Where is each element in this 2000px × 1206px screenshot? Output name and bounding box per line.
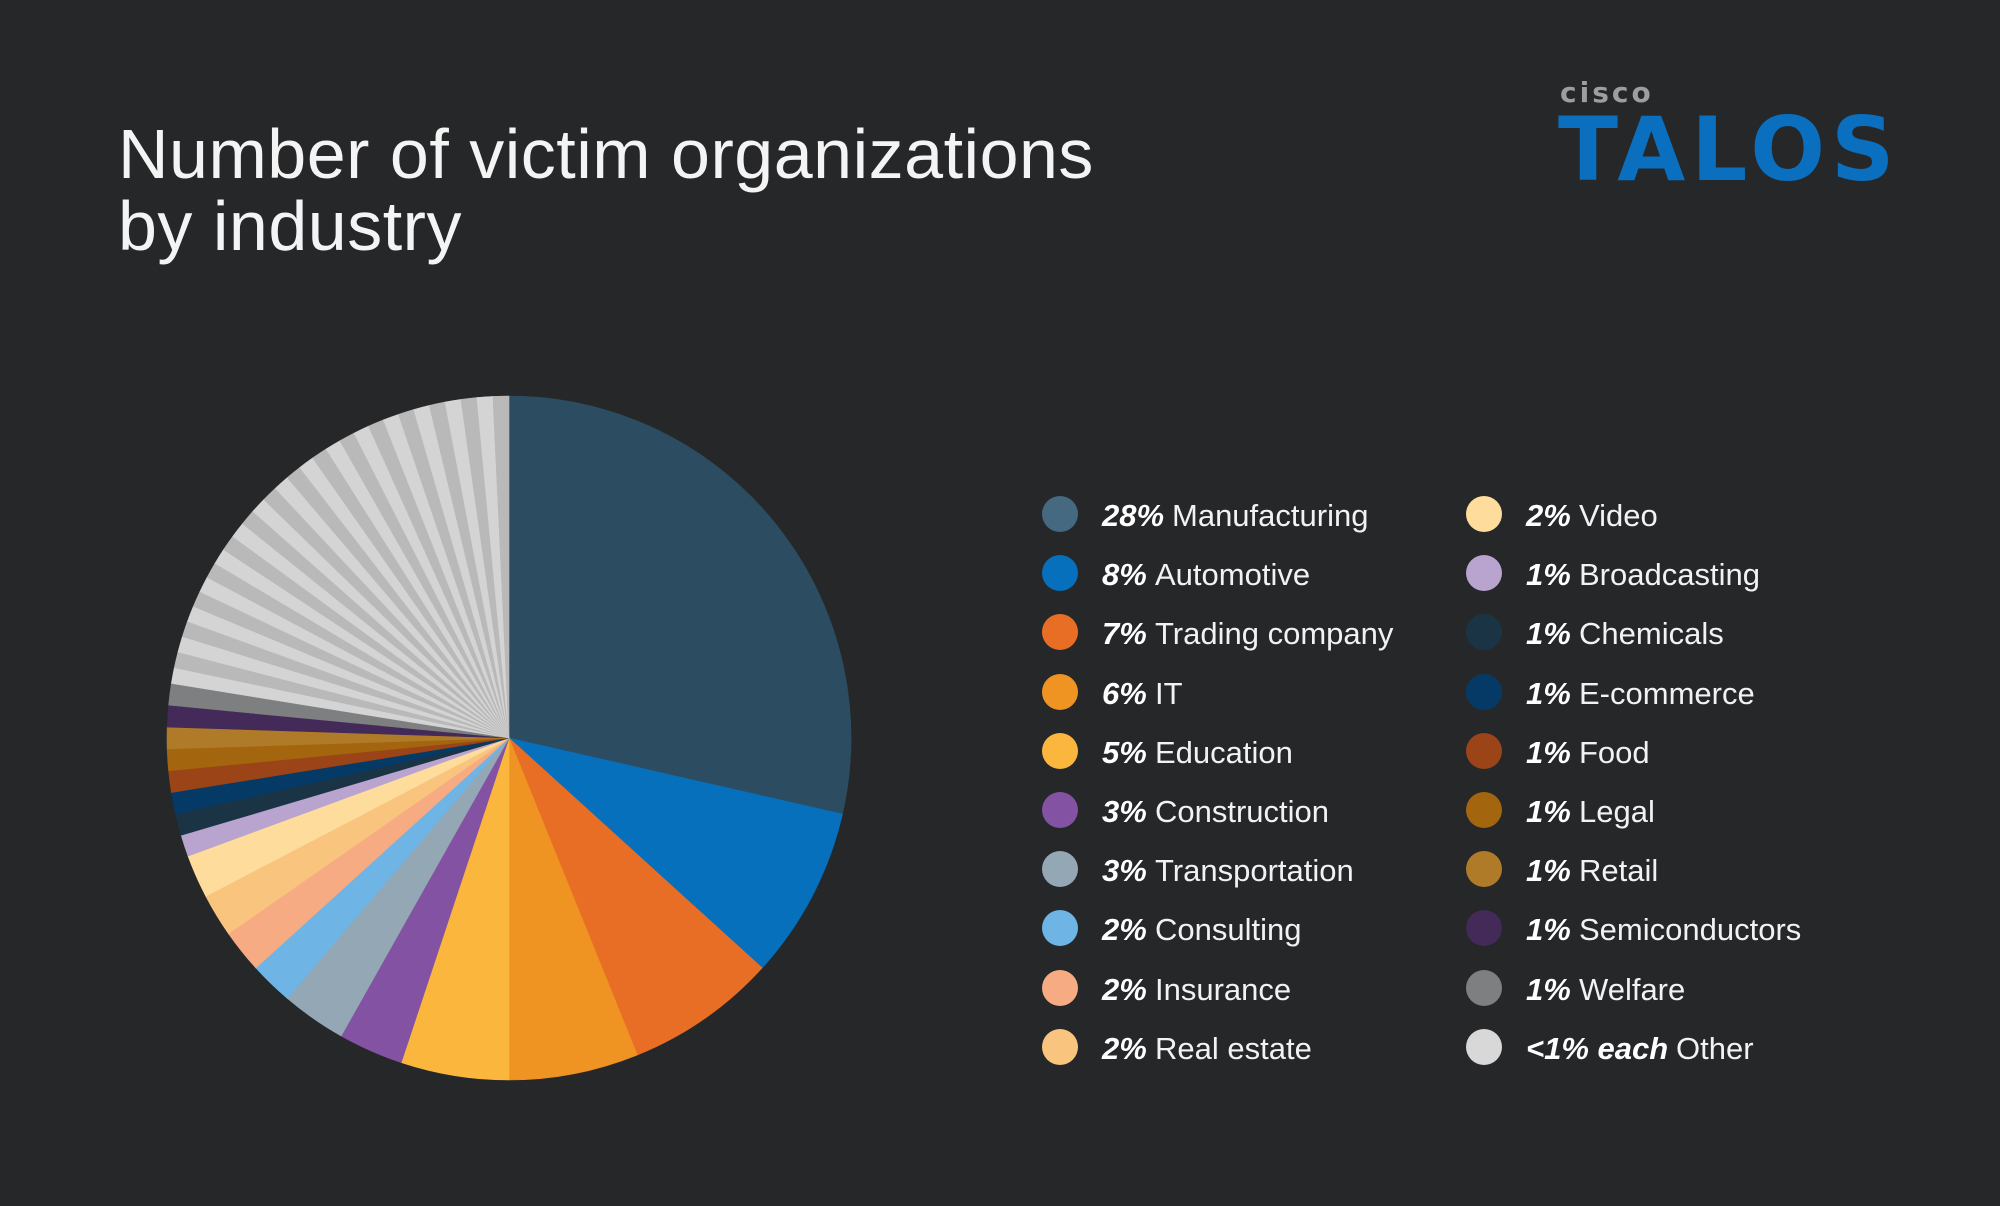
legend-swatch (1466, 555, 1502, 592)
legend-percent: 1% (1526, 557, 1571, 593)
pie-slice-automotive (507, 737, 843, 969)
legend-percent: 6% (1102, 675, 1147, 711)
pie-slice-trading-company (508, 737, 763, 1056)
legend-swatch (1042, 851, 1078, 888)
legend-label: Real estate (1155, 1030, 1312, 1066)
legend-swatch (1042, 910, 1078, 947)
legend-swatch (1042, 673, 1078, 710)
legend-label: E-commerce (1579, 675, 1755, 711)
legend-label: Trading company (1155, 616, 1394, 652)
legend-label: Other (1676, 1030, 1754, 1066)
pie-slice-it (508, 737, 638, 1081)
pie-slice-manufacturing (508, 395, 852, 815)
legend-percent: <1% each (1526, 1030, 1669, 1066)
legend-percent: 3% (1102, 794, 1147, 829)
legend-label: Manufacturing (1172, 498, 1369, 533)
legend-percent: 2% (1102, 1030, 1147, 1066)
legend-label: Insurance (1155, 971, 1292, 1007)
logo-talos-text: TALOS (1558, 98, 1901, 201)
pie-slice-other-30 (492, 395, 510, 739)
legend-swatch (1466, 673, 1502, 710)
legend-percent: 1% (1526, 912, 1571, 948)
legend-swatch (1042, 1028, 1078, 1065)
legend-percent: 1% (1526, 734, 1571, 770)
legend-swatch (1042, 969, 1078, 1006)
legend-percent: 1% (1526, 675, 1571, 711)
legend-swatch (1466, 851, 1502, 888)
legend-swatch (1466, 792, 1502, 828)
legend-label: Food (1579, 734, 1650, 770)
legend-label: IT (1155, 675, 1183, 711)
legend-label: Construction (1155, 794, 1330, 829)
legend-percent: 1% (1526, 794, 1571, 829)
chart-legend: 28% Manufacturing 8% Automotive 7% Trading co… (1040, 492, 1940, 1092)
legend-percent: 2% (1526, 498, 1571, 533)
legend-label: Consulting (1155, 912, 1302, 948)
legend-percent: 3% (1102, 853, 1147, 889)
legend-swatch (1042, 555, 1078, 592)
chart-title-line-1: Number of victim organizations (118, 115, 1094, 193)
chart-title: Number of victim organizations by indust… (118, 118, 1094, 262)
legend-swatch (1466, 496, 1502, 532)
legend-percent: 2% (1102, 971, 1147, 1007)
legend-swatch (1042, 614, 1078, 651)
legend-percent: 2% (1102, 912, 1147, 948)
legend-percent: 1% (1526, 853, 1571, 889)
legend-swatch (1466, 1028, 1502, 1065)
legend-label: Retail (1579, 853, 1659, 889)
cisco-talos-logo: cisco TALOS (1558, 72, 1894, 202)
legend-percent: 1% (1526, 616, 1571, 652)
logo-cisco-text: cisco (1560, 76, 1654, 109)
legend-swatch (1042, 792, 1078, 828)
legend-label: Semiconductors (1579, 912, 1802, 948)
legend-label: Video (1579, 498, 1658, 533)
pie-chart (166, 395, 852, 1081)
legend-label: Automotive (1155, 557, 1311, 593)
legend-label: Legal (1579, 794, 1655, 829)
legend-percent: 8% (1102, 557, 1147, 593)
legend-label: Welfare (1579, 971, 1686, 1007)
legend-label: Education (1155, 734, 1293, 770)
legend-percent: 1% (1526, 971, 1571, 1007)
legend-swatch (1466, 732, 1502, 769)
legend-swatch (1042, 732, 1078, 769)
legend-percent: 5% (1102, 734, 1147, 770)
legend-label: Chemicals (1579, 616, 1724, 652)
legend-swatch (1466, 969, 1502, 1006)
chart-title-line-2: by industry (118, 187, 462, 265)
legend-percent: 7% (1102, 616, 1147, 652)
legend-label: Transportation (1155, 853, 1354, 889)
legend-swatch (1466, 910, 1502, 947)
legend-swatch (1042, 496, 1078, 532)
legend-label: Broadcasting (1579, 557, 1760, 593)
legend-percent: 28% (1102, 498, 1165, 533)
legend-swatch (1466, 614, 1502, 651)
